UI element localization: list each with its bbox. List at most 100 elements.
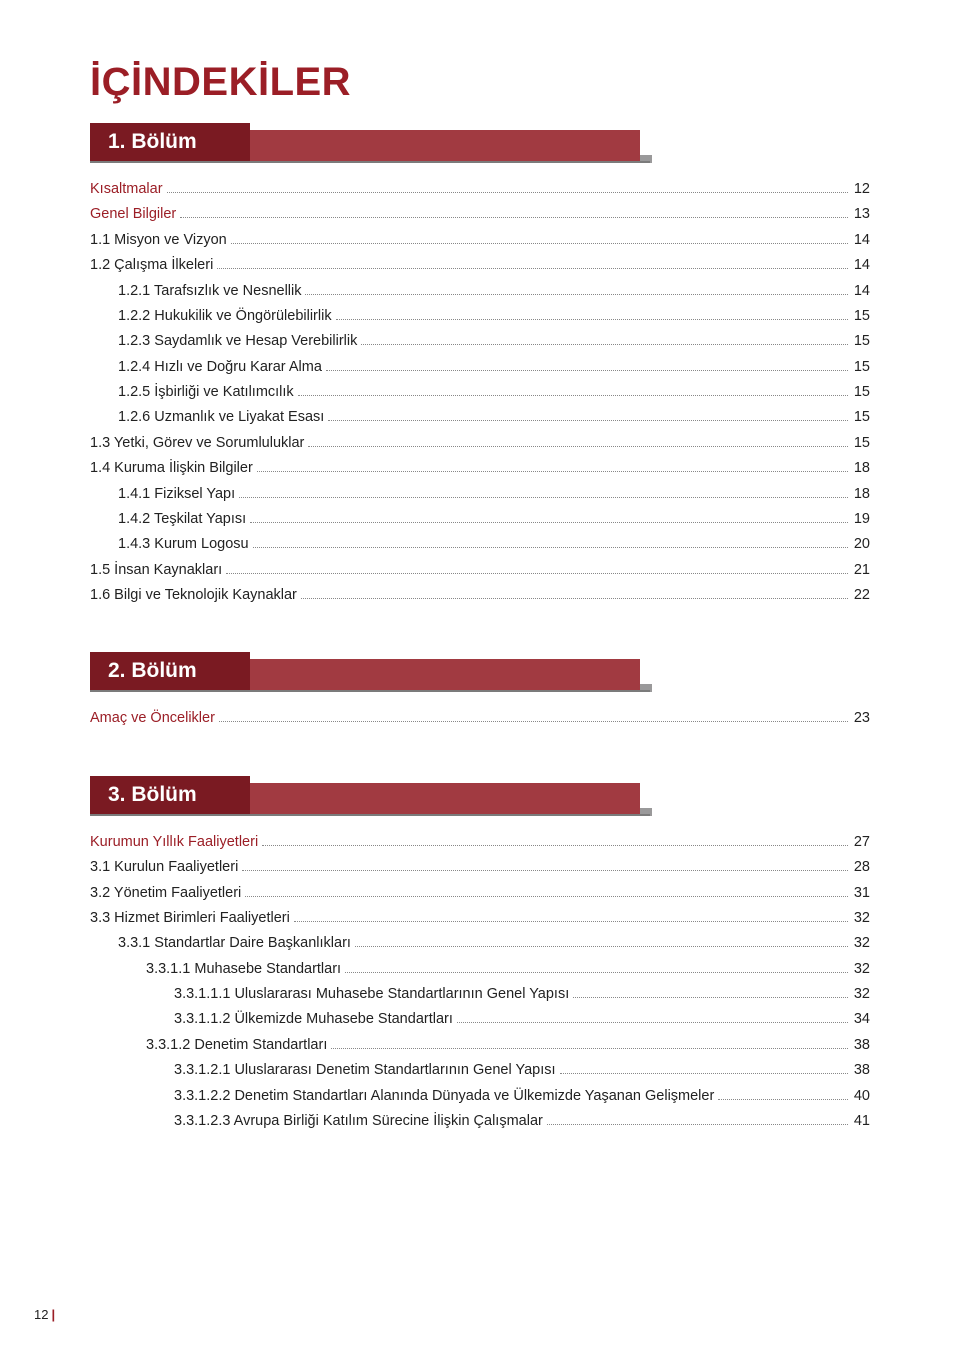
- toc-entry-page: 14: [852, 228, 870, 253]
- toc-entry: 1.2.4 Hızlı ve Doğru Karar Alma 15: [90, 355, 870, 380]
- section-heading-bar-light: [250, 783, 640, 814]
- toc-entry-page: 32: [852, 931, 870, 956]
- toc-entry: Amaç ve Öncelikler 23: [90, 706, 870, 731]
- toc-entry-page: 13: [852, 202, 870, 227]
- page: İÇİNDEKİLER 1. Bölüm Kısaltmalar12Genel B…: [0, 0, 960, 1358]
- toc-leader-dots: [547, 1124, 848, 1125]
- toc-leader-dots: [361, 344, 847, 345]
- toc-list: Kısaltmalar12Genel Bilgiler131.1 Misyon …: [90, 177, 870, 608]
- toc-entry-page: 38: [852, 1033, 870, 1058]
- toc-entry-label: 1.3 Yetki, Görev ve Sorumluluklar: [90, 431, 304, 456]
- toc-entry-label: 1.4.2 Teşkilat Yapısı: [118, 507, 246, 532]
- toc-entry-page: 23: [852, 706, 870, 731]
- toc-entry-label: 3.3.1.1.2 Ülkemizde Muhasebe Standartlar…: [174, 1007, 453, 1032]
- toc-entry-label: Kısaltmalar: [90, 177, 163, 202]
- section-heading-tab: 1. Bölüm: [90, 123, 250, 161]
- toc-entry: 1.2 Çalışma İlkeleri 14: [90, 253, 870, 278]
- section-heading-tab: 2. Bölüm: [90, 652, 250, 690]
- toc-list: Amaç ve Öncelikler 23: [90, 706, 870, 731]
- toc-entry-label: Kurumun Yıllık Faaliyetleri: [90, 830, 258, 855]
- section-heading-bar-light: [250, 130, 640, 161]
- toc-entry-label: 3.1 Kurulun Faaliyetleri: [90, 855, 238, 880]
- toc-entry-label: 1.4 Kuruma İlişkin Bilgiler: [90, 456, 253, 481]
- toc-entry: 1.2.2 Hukukilik ve Öngörülebilirlik15: [90, 304, 870, 329]
- toc-list: Kurumun Yıllık Faaliyetleri 27 3.1 Kurulun…: [90, 830, 870, 1135]
- footer-page-number: 12|: [34, 1307, 55, 1322]
- toc-entry: 3.2 Yönetim Faaliyetleri31: [90, 881, 870, 906]
- section-heading-rule: [90, 814, 650, 816]
- toc-entry: 1.5 İnsan Kaynakları 21: [90, 558, 870, 583]
- toc-entry: 3.3.1.1.2 Ülkemizde Muhasebe Standartlar…: [90, 1007, 870, 1032]
- toc-entry-page: 18: [852, 482, 870, 507]
- page-title: İÇİNDEKİLER: [90, 60, 870, 105]
- toc-entry-label: 1.2.6 Uzmanlık ve Liyakat Esası: [118, 405, 324, 430]
- toc-entry: 1.4.1 Fiziksel Yapı18: [90, 482, 870, 507]
- toc-entry: 1.2.6 Uzmanlık ve Liyakat Esası 15: [90, 405, 870, 430]
- toc-entry-label: 1.2.4 Hızlı ve Doğru Karar Alma: [118, 355, 322, 380]
- toc-entry-label: 1.2 Çalışma İlkeleri: [90, 253, 213, 278]
- toc-entry-page: 22: [852, 583, 870, 608]
- toc-entry: Kısaltmalar12: [90, 177, 870, 202]
- toc-entry: 3.3.1.1.1 Uluslararası Muhasebe Standart…: [90, 982, 870, 1007]
- toc-leader-dots: [245, 896, 848, 897]
- toc-entry-page: 15: [852, 355, 870, 380]
- toc-leader-dots: [331, 1048, 848, 1049]
- toc-sections: 1. Bölüm Kısaltmalar12Genel Bilgiler131.1…: [90, 123, 870, 1134]
- toc-leader-dots: [262, 845, 848, 846]
- toc-entry: 1.3 Yetki, Görev ve Sorumluluklar 15: [90, 431, 870, 456]
- toc-leader-dots: [326, 370, 848, 371]
- toc-leader-dots: [219, 721, 848, 722]
- toc-leader-dots: [301, 598, 848, 599]
- toc-leader-dots: [250, 522, 848, 523]
- toc-entry: 3.3.1 Standartlar Daire Başkanlıkları 32: [90, 931, 870, 956]
- toc-entry-label: 1.6 Bilgi ve Teknolojik Kaynaklar: [90, 583, 297, 608]
- toc-entry: Genel Bilgiler13: [90, 202, 870, 227]
- toc-entry-label: 3.3.1 Standartlar Daire Başkanlıkları: [118, 931, 351, 956]
- toc-entry-page: 27: [852, 830, 870, 855]
- toc-leader-dots: [294, 921, 848, 922]
- toc-leader-dots: [328, 420, 848, 421]
- toc-entry-label: 3.3.1.2 Denetim Standartları: [146, 1033, 327, 1058]
- toc-leader-dots: [217, 268, 848, 269]
- toc-entry-label: 1.5 İnsan Kaynakları: [90, 558, 222, 583]
- toc-entry-page: 19: [852, 507, 870, 532]
- toc-leader-dots: [336, 319, 848, 320]
- toc-leader-dots: [573, 997, 848, 998]
- toc-entry: 3.3.1.2.3 Avrupa Birliği Katılım Sürecin…: [90, 1109, 870, 1134]
- toc-leader-dots: [226, 573, 848, 574]
- toc-entry-label: Amaç ve Öncelikler: [90, 706, 215, 731]
- toc-entry: 1.6 Bilgi ve Teknolojik Kaynaklar 22: [90, 583, 870, 608]
- toc-entry-page: 15: [852, 304, 870, 329]
- toc-entry: 1.1 Misyon ve Vizyon 14: [90, 228, 870, 253]
- section-heading: 2. Bölüm: [90, 652, 870, 692]
- section-heading-rule: [90, 161, 650, 163]
- toc-entry-label: 1.2.3 Saydamlık ve Hesap Verebilirlik: [118, 329, 357, 354]
- toc-entry-page: 14: [852, 253, 870, 278]
- toc-entry-page: 15: [852, 405, 870, 430]
- toc-entry-label: 3.3.1.1.1 Uluslararası Muhasebe Standart…: [174, 982, 569, 1007]
- toc-leader-dots: [457, 1022, 848, 1023]
- toc-entry: 3.3.1.2.1 Uluslararası Denetim Standartl…: [90, 1058, 870, 1083]
- toc-entry: 1.2.5 İşbirliği ve Katılımcılık15: [90, 380, 870, 405]
- toc-entry-label: 3.3.1.2.2 Denetim Standartları Alanında …: [174, 1084, 714, 1109]
- toc-entry: 1.4 Kuruma İlişkin Bilgiler 18: [90, 456, 870, 481]
- toc-entry-page: 41: [852, 1109, 870, 1134]
- toc-entry-page: 21: [852, 558, 870, 583]
- toc-entry-label: 1.1 Misyon ve Vizyon: [90, 228, 227, 253]
- section-heading-bar-light: [250, 659, 640, 690]
- toc-entry-label: 3.3.1.2.1 Uluslararası Denetim Standartl…: [174, 1058, 556, 1083]
- toc-leader-dots: [257, 471, 848, 472]
- footer-bar: |: [48, 1307, 55, 1322]
- toc-entry: 3.3.1.2.2 Denetim Standartları Alanında …: [90, 1084, 870, 1109]
- toc-leader-dots: [167, 192, 848, 193]
- toc-leader-dots: [180, 217, 848, 218]
- toc-leader-dots: [718, 1099, 848, 1100]
- toc-entry-page: 15: [852, 431, 870, 456]
- section-heading: 1. Bölüm: [90, 123, 870, 163]
- toc-entry: 3.3.1.2 Denetim Standartları 38: [90, 1033, 870, 1058]
- toc-leader-dots: [231, 243, 848, 244]
- toc-leader-dots: [253, 547, 848, 548]
- toc-entry-page: 18: [852, 456, 870, 481]
- toc-leader-dots: [355, 946, 848, 947]
- toc-leader-dots: [239, 497, 848, 498]
